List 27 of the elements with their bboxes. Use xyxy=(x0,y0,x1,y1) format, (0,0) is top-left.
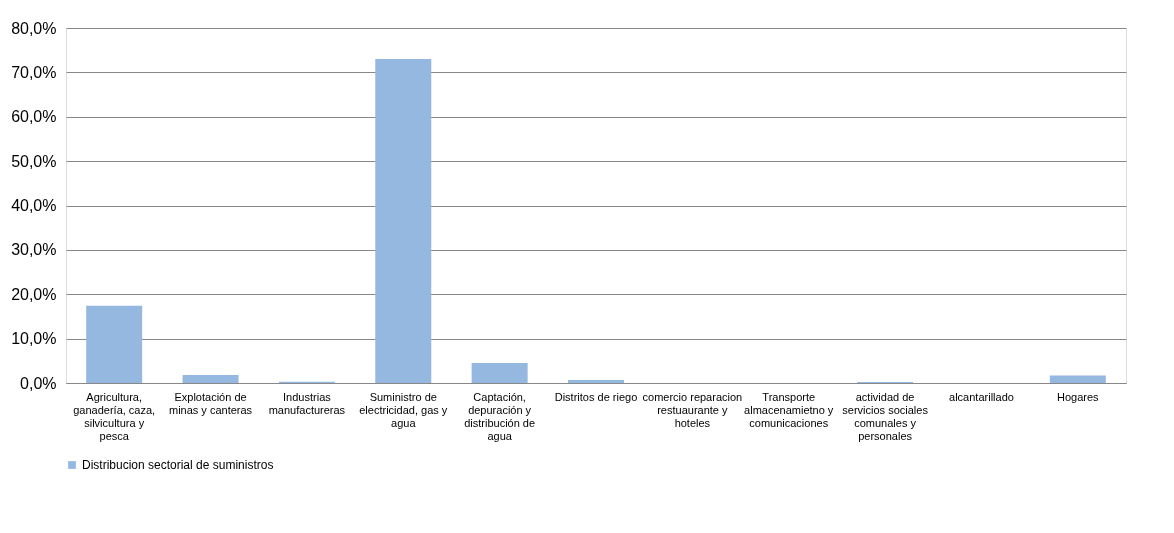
x-tick-label: alcantarillado xyxy=(949,390,1014,403)
y-tick-label: 50,0% xyxy=(11,152,57,170)
y-tick-label: 10,0% xyxy=(11,330,57,348)
bar xyxy=(568,379,624,383)
x-tick-label: Suministro de electricidad, gas y agua xyxy=(359,390,448,429)
y-tick-label: 80,0% xyxy=(11,19,57,37)
x-tick-label: Explotación de minas y canteras xyxy=(168,390,253,416)
y-tick-label: 0,0% xyxy=(20,374,57,392)
bar xyxy=(86,305,143,383)
x-tick-label: Distritos de riego xyxy=(554,390,638,403)
y-tick-label: 40,0% xyxy=(11,197,57,214)
x-tick-label: Agricultura, ganadería, caza, silvicultura y pesca xyxy=(73,390,156,442)
bar xyxy=(375,59,432,383)
y-tick-label: 60,0% xyxy=(11,108,57,126)
y-tick-label: 30,0% xyxy=(11,241,57,259)
x-tick-label: Transporte almacenamietno y comunicaciones xyxy=(744,390,834,429)
bar xyxy=(471,363,528,383)
x-tick-label: actividad de servicios sociales comunales y personales xyxy=(842,390,929,442)
y-tick-label: 20,0% xyxy=(11,285,57,303)
x-tick-label: Hogares xyxy=(1057,390,1100,403)
bar xyxy=(182,375,239,383)
x-tick-label: Industrias manufactureras xyxy=(268,390,346,416)
legend-label: Distribucion sectorial de suministros xyxy=(82,458,274,472)
x-tick-label: Captación, depuración y distribución de agua xyxy=(464,390,536,442)
y-tick-label: 70,0% xyxy=(11,63,57,81)
bar xyxy=(1049,375,1106,383)
x-tick-label: comercio reparacion restuaurante y hoteles xyxy=(642,390,743,429)
